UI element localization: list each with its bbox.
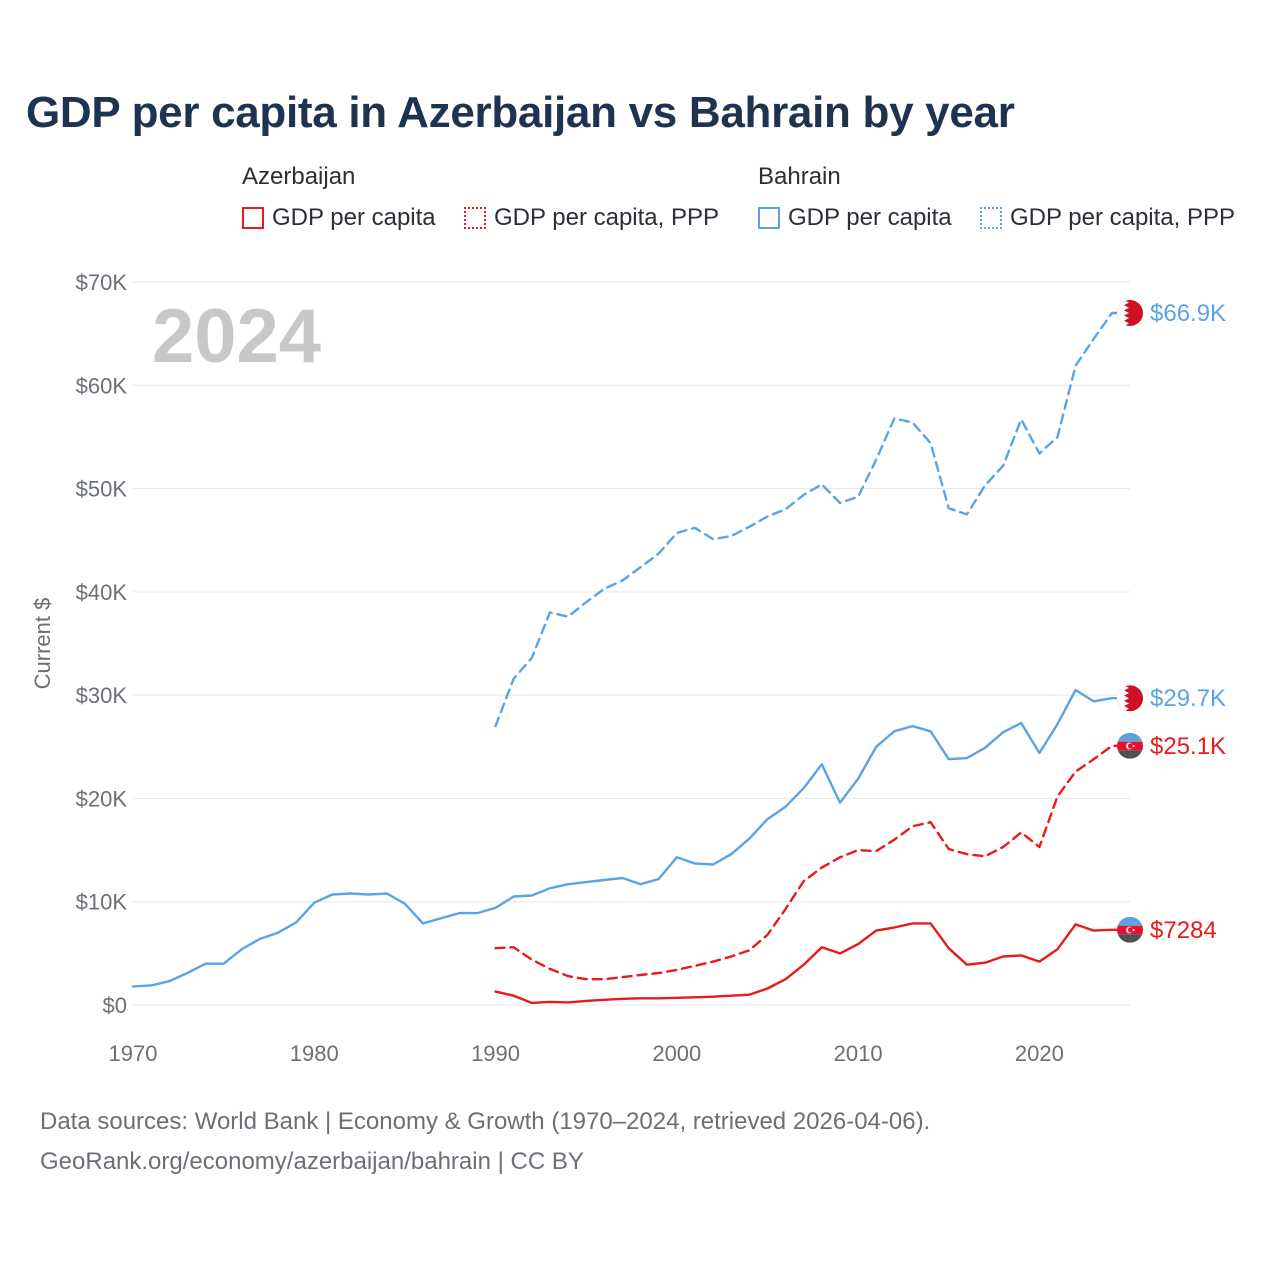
legend-swatch-dotted-red [464,207,486,229]
y-tick-label: $50K [76,477,128,502]
legend-group-bahrain: Bahrain [758,163,841,190]
legend-label: GDP per capita [788,204,952,231]
series-end-label: $25.1K [1150,733,1226,760]
x-tick-label: 2000 [652,1041,701,1066]
line-chart: $0 $10K $20K $30K $40K $50K $60K $70K 1970 1980 19… [30,270,1226,1066]
series-line[interactable] [494,744,1132,981]
y-tick-label: $20K [76,786,128,811]
legend-label: GDP per capita, PPP [494,204,719,231]
legend-bahrain-gdp-ppp[interactable]: GDP per capita, PPP [980,204,1235,232]
x-tick-label: 1970 [109,1041,158,1066]
series-end-label: $7284 [1150,917,1217,944]
legend-group-azerbaijan: Azerbaijan [242,163,356,190]
footer-sources: Data sources: World Bank | Economy & Gro… [40,1108,931,1135]
x-tick-label: 1980 [290,1041,339,1066]
y-tick-label: $60K [76,373,128,398]
series-line[interactable] [494,922,1132,1005]
bahrain-flag-icon [1117,299,1143,326]
x-tick-label: 2010 [834,1041,883,1066]
y-tick-label: $40K [76,580,128,605]
series-end-label: $66.9K [1150,300,1226,327]
legend-swatch-dotted-blue [980,207,1002,229]
chart-title: GDP per capita in Azerbaijan vs Bahrain … [26,88,1015,137]
bahrain-flag-icon [1117,685,1143,712]
y-tick-label: $30K [76,683,128,708]
azerbaijan-flag-icon [1117,916,1143,943]
azerbaijan-flag-icon [1117,732,1143,759]
y-tick-label: $70K [76,270,128,295]
legend-swatch-solid-blue [758,207,780,229]
legend-bahrain-gdp[interactable]: GDP per capita [758,204,952,232]
legend-azerbaijan-gdp[interactable]: GDP per capita [242,204,436,232]
series-line[interactable] [131,688,1132,988]
y-tick-label: $0 [103,993,127,1018]
legend-swatch-solid-red [242,207,264,229]
series-end-label: $29.7K [1150,685,1226,712]
y-tick-label: $10K [76,890,128,915]
series-line[interactable] [494,311,1132,728]
x-tick-label: 2020 [1015,1041,1064,1066]
x-tick-label: 1990 [471,1041,520,1066]
y-axis-label: Current $ [30,598,55,690]
legend-label: GDP per capita, PPP [1010,204,1235,231]
legend-label: GDP per capita [272,204,436,231]
footer-attribution[interactable]: GeoRank.org/economy/azerbaijan/bahrain |… [40,1148,584,1175]
year-watermark: 2024 [152,294,321,379]
legend-azerbaijan-gdp-ppp[interactable]: GDP per capita, PPP [464,204,719,232]
